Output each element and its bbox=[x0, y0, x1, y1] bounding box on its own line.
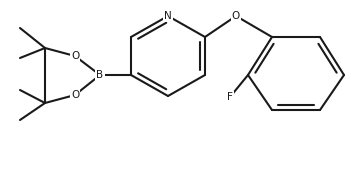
Text: N: N bbox=[164, 11, 172, 21]
Text: O: O bbox=[71, 90, 79, 100]
Text: F: F bbox=[227, 92, 233, 102]
Text: O: O bbox=[232, 11, 240, 21]
Text: B: B bbox=[97, 70, 104, 80]
Text: O: O bbox=[71, 51, 79, 61]
